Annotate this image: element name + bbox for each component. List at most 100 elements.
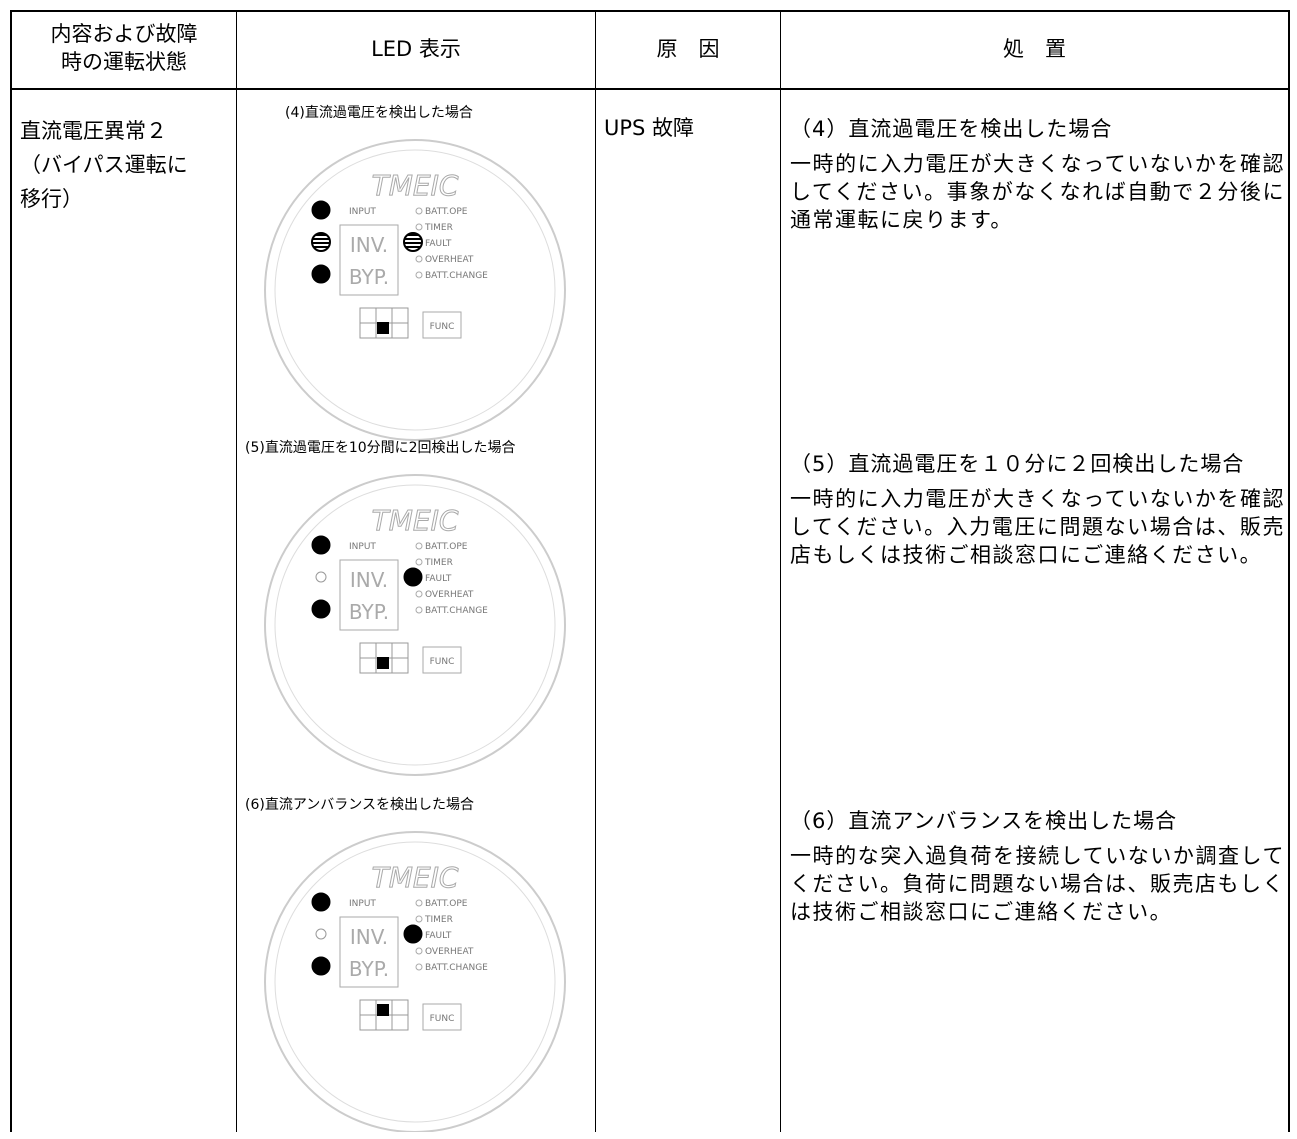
battery-cell xyxy=(375,307,393,324)
led-label: OVERHEAT xyxy=(425,255,474,265)
border xyxy=(780,10,781,1132)
led-caption: (4)直流過電圧を検出した場合 xyxy=(285,105,473,121)
led xyxy=(403,232,423,252)
panel-brand: TMEIC xyxy=(372,504,459,537)
inv-label: INV. xyxy=(350,925,388,949)
led xyxy=(311,264,331,284)
led-label: OVERHEAT xyxy=(425,947,474,957)
func-label: FUNC xyxy=(430,1014,455,1024)
indicator xyxy=(415,558,423,566)
byp-label: BYP. xyxy=(349,265,389,289)
battery-cell xyxy=(391,1014,409,1031)
action-heading: （6）直流アンバランスを検出した場合 xyxy=(790,809,1178,833)
byp-label: BYP. xyxy=(349,600,389,624)
border xyxy=(10,88,1290,90)
border xyxy=(10,10,12,1132)
header: 原 因 xyxy=(656,37,720,61)
led xyxy=(311,956,331,976)
inv-box xyxy=(339,916,399,988)
indicator xyxy=(415,915,423,923)
battery-level xyxy=(377,322,389,334)
led-caption: (5)直流過電圧を10分間に2回検出した場合 xyxy=(245,440,516,456)
led xyxy=(311,535,331,555)
inv-label: INV. xyxy=(350,233,388,257)
panel-outer xyxy=(264,474,566,776)
led-label: BATT.OPE xyxy=(425,207,468,217)
indicator xyxy=(415,606,423,614)
led-label: BATT.OPE xyxy=(425,542,468,552)
led-label: TIMER xyxy=(424,223,453,233)
inv-box xyxy=(339,559,399,631)
indicator xyxy=(415,255,423,263)
header: 処 置 xyxy=(1003,37,1066,61)
led-label: OVERHEAT xyxy=(425,590,474,600)
battery-level xyxy=(377,1004,389,1016)
battery-cell xyxy=(359,999,377,1016)
border xyxy=(10,10,1290,12)
panel-brand: TMEIC xyxy=(372,861,459,894)
led-label: FAULT xyxy=(425,931,452,941)
func-box xyxy=(422,646,462,674)
led xyxy=(311,200,331,220)
led xyxy=(315,928,327,940)
border xyxy=(236,10,237,1132)
border xyxy=(1288,10,1290,1132)
byp-label: BYP. xyxy=(349,957,389,981)
battery-cell xyxy=(391,322,409,339)
action-text: 一時的な突入過負荷を接続していないか調査してください。負荷に問題ない場合は、販売… xyxy=(790,844,1285,924)
func-label: FUNC xyxy=(430,657,455,667)
battery-cell xyxy=(375,642,393,659)
action-text: 一時的に入力電圧が大きくなっていないかを確認してください。事象がなくなれば自動で… xyxy=(790,152,1285,232)
led-label: BATT.OPE xyxy=(425,899,468,909)
action-heading: （5）直流過電圧を１０分に２回検出した場合 xyxy=(790,452,1245,476)
led-label: INPUT xyxy=(349,207,376,217)
panel-outer xyxy=(264,831,566,1132)
panel-brand: TMEIC xyxy=(372,169,459,202)
inv-box xyxy=(339,224,399,296)
led xyxy=(315,571,327,583)
battery-cell xyxy=(375,1014,393,1031)
indicator xyxy=(415,963,423,971)
func-box xyxy=(422,1003,462,1031)
border xyxy=(595,10,596,1132)
func-label: FUNC xyxy=(430,322,455,332)
battery-cell xyxy=(391,999,409,1016)
led-label: TIMER xyxy=(424,558,453,568)
indicator xyxy=(415,223,423,231)
led xyxy=(403,924,423,944)
led-caption: (6)直流アンバランスを検出した場合 xyxy=(245,797,474,813)
cause: UPS 故障 xyxy=(604,116,695,140)
battery-cell xyxy=(391,642,409,659)
indicator xyxy=(415,207,423,215)
led-label: BATT.CHANGE xyxy=(425,606,488,616)
battery-cell xyxy=(359,307,377,324)
led-label: FAULT xyxy=(425,574,452,584)
led xyxy=(311,232,331,252)
led-label: INPUT xyxy=(349,899,376,909)
battery-cell xyxy=(359,322,377,339)
indicator xyxy=(415,271,423,279)
action-heading: （4）直流過電圧を検出した場合 xyxy=(790,117,1113,141)
header: 内容および故障 時の運転状態 xyxy=(50,22,198,74)
func-box xyxy=(422,311,462,339)
inv-label: INV. xyxy=(350,568,388,592)
battery-cell xyxy=(359,657,377,674)
indicator xyxy=(415,542,423,550)
battery-level xyxy=(377,657,389,669)
led-label: FAULT xyxy=(425,239,452,249)
header: LED 表示 xyxy=(371,37,461,61)
action-text: 一時的に入力電圧が大きくなっていないかを確認してください。入力電圧に問題ない場合… xyxy=(790,487,1285,567)
panel-outer xyxy=(264,139,566,441)
led-label: BATT.CHANGE xyxy=(425,271,488,281)
led xyxy=(311,892,331,912)
panel-inner xyxy=(274,484,556,766)
battery-cell xyxy=(359,642,377,659)
battery-cell xyxy=(391,657,409,674)
battery-cell xyxy=(359,1014,377,1031)
panel-inner xyxy=(274,841,556,1123)
indicator xyxy=(415,899,423,907)
led-panels: TMEIC INV. BYP. INPUT BATT.OPE TIMER FAULT OVER… xyxy=(264,139,566,1132)
state: 直流電圧異常２ （バイパス運転に 移行） xyxy=(20,119,188,211)
led xyxy=(311,599,331,619)
panel-inner xyxy=(274,149,556,431)
